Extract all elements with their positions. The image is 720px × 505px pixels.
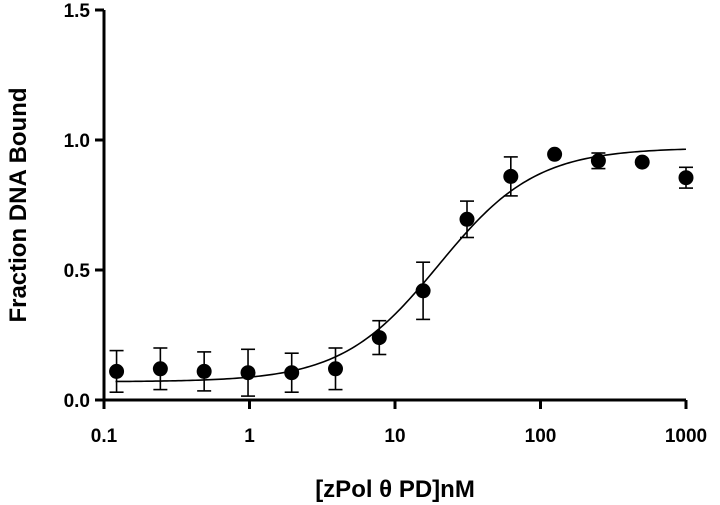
x-tick-label: 1 xyxy=(244,426,255,447)
y-tick-label: 0.5 xyxy=(64,261,91,282)
y-tick-label: 1.0 xyxy=(64,131,90,152)
axes xyxy=(102,10,686,402)
y-tick-label: 0.0 xyxy=(64,391,90,412)
data-point xyxy=(634,154,650,170)
plot-area xyxy=(109,146,694,397)
data-point xyxy=(547,146,563,162)
tick-labels: 0.0 0.5 1.0 1.5 0.1 1 10 100 1000 xyxy=(64,1,708,447)
data-point xyxy=(415,283,431,299)
data-point xyxy=(327,361,343,377)
data-point xyxy=(109,363,125,379)
data-point xyxy=(590,153,606,169)
x-tick-label: 0.1 xyxy=(91,426,118,447)
fit-curve xyxy=(115,148,687,383)
data-point xyxy=(503,168,519,184)
data-point xyxy=(371,330,387,346)
tick-marks xyxy=(95,8,688,409)
x-axis-title: [zPol θ PD]nM xyxy=(315,476,475,503)
x-tick-label: 1000 xyxy=(665,426,707,447)
y-tick-label: 1.5 xyxy=(64,1,91,22)
data-point xyxy=(196,363,212,379)
data-point xyxy=(284,365,300,381)
data-point xyxy=(678,170,694,186)
data-point xyxy=(152,361,168,377)
x-tick-label: 100 xyxy=(525,426,557,447)
y-axis-title: Fraction DNA Bound xyxy=(5,87,32,322)
data-point xyxy=(459,211,475,227)
data-point xyxy=(240,365,256,381)
x-tick-label: 10 xyxy=(384,426,405,447)
